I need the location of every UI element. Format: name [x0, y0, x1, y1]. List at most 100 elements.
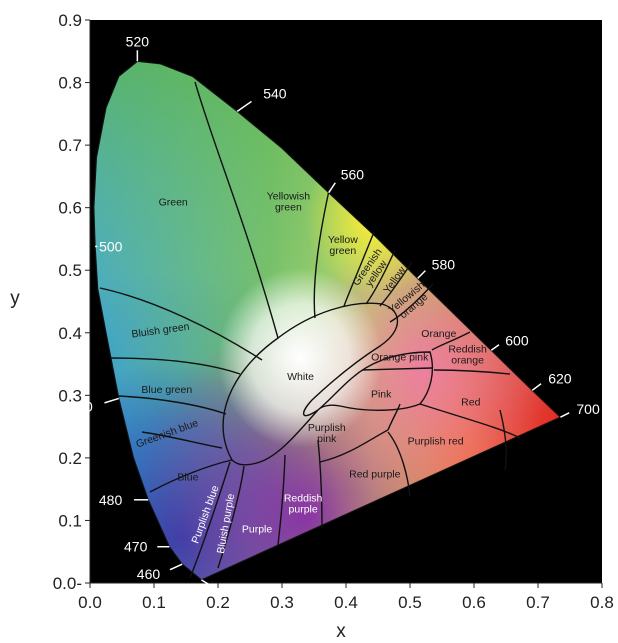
- wavelength-label: 600: [505, 332, 529, 348]
- region-label-red: Red: [461, 397, 480, 409]
- region-label-pink: Pink: [371, 388, 392, 400]
- yellowish-orange-orange-divider: [389, 283, 434, 323]
- x-tick-label: 0.2: [206, 593, 230, 612]
- region-label-blue-green: Blue green: [141, 384, 192, 396]
- region-label-text: Yellowish green: [267, 190, 311, 213]
- wavelength-label: 540: [263, 85, 287, 101]
- x-tick-label: 0.1: [142, 593, 166, 612]
- blue-green-greenish-blue-divider: [117, 395, 227, 415]
- region-label-line: green: [329, 245, 356, 257]
- region-boundaries: [99, 81, 521, 579]
- y-axis-label: y: [10, 288, 20, 309]
- wavelength-tick: [531, 383, 542, 391]
- x-tick-label: 0.5: [398, 593, 422, 612]
- region-label-text: Reddish purple: [284, 493, 323, 516]
- region-label-text: Red purple: [349, 469, 401, 481]
- region-label-text: Orange pink: [371, 352, 429, 364]
- region-label-line: purple: [289, 504, 318, 516]
- region-label-text: Blue green: [141, 384, 192, 396]
- region-label-blue: Blue: [177, 472, 198, 484]
- region-label-text: Yellow green: [328, 234, 358, 257]
- wavelength-tick: [169, 563, 183, 571]
- bluish-purple-purple-divider: [217, 465, 245, 569]
- wavelength-label: 500: [99, 238, 123, 254]
- region-label-line: Purplish: [308, 422, 346, 434]
- orange-pink-divider: [361, 367, 433, 371]
- purplish-pink-red-purple-divider: [319, 429, 389, 463]
- greenish-blue-blue-divider: [141, 431, 223, 449]
- x-tick-label: 0.0: [78, 593, 102, 612]
- region-label-line: Reddish: [448, 344, 487, 356]
- wavelength-tick: [104, 397, 120, 404]
- pink-region-outline: [317, 351, 434, 411]
- y-tick-label: 0.4: [58, 324, 82, 343]
- y-tick-label: 0.1: [58, 511, 82, 530]
- region-label-line: Yellow: [328, 234, 358, 246]
- wavelength-label: 470: [124, 539, 148, 555]
- y-tick-label: 0.8: [58, 74, 82, 93]
- spectral-locus: [93, 60, 562, 581]
- x-tick-label: 0.3: [270, 593, 294, 612]
- region-label-purplish-red: Purplish red: [408, 435, 464, 447]
- purplish-red-red-purple-divider: [387, 431, 411, 497]
- x-axis-label: x: [336, 621, 346, 642]
- bluish-green-lower-divider: [109, 357, 241, 375]
- greenish-yellow-yellow-divider: [365, 249, 396, 305]
- y-tick-label: 0.0-: [53, 574, 82, 593]
- wavelength-tick: [560, 412, 570, 418]
- region-label-orange: Orange: [421, 328, 456, 340]
- purplish-red-red-divider: [499, 409, 507, 471]
- x-tick-label: 0.8: [590, 593, 614, 612]
- reddish-orange-red-divider: [433, 369, 511, 375]
- wavelength-label: 480: [99, 492, 123, 508]
- region-label-red-purple: Red purple: [349, 469, 401, 481]
- region-label-text: Purplish red: [408, 435, 464, 447]
- purple-reddish-purple-divider: [277, 454, 286, 546]
- wavelength-tick: [236, 100, 252, 112]
- y-tick-label: 0.7: [58, 136, 82, 155]
- white-region-outline: [222, 302, 398, 466]
- region-label-line: pink: [317, 433, 337, 445]
- region-label-yellow-green: Yellow green: [328, 234, 358, 257]
- x-tick-label: 0.7: [526, 593, 550, 612]
- wavelength-tick: [490, 344, 500, 351]
- purplish-pink-purplish-red-divider: [387, 403, 401, 431]
- bluish-green-upper-divider: [99, 287, 263, 361]
- y-tick-label: 0.6: [58, 199, 82, 218]
- purplish-blue-bluish-purple-divider: [189, 461, 231, 579]
- wavelength-label: 700: [576, 401, 600, 417]
- region-label-line: green: [275, 201, 302, 213]
- region-label-text: Reddish orange: [448, 344, 487, 367]
- green-yellowish-green-divider: [194, 81, 279, 339]
- yellowish-green-yellow-green-divider: [313, 185, 331, 319]
- wavelength-label: 520: [126, 33, 150, 49]
- region-label-purplish-pink: Purplish pink: [308, 422, 346, 445]
- region-label-text: Pink: [371, 388, 392, 400]
- region-label-orange-pink: Orange pink: [371, 352, 429, 364]
- reddish-purple-red-purple-divider: [317, 439, 323, 529]
- y-tick-label: 0.5: [58, 261, 82, 280]
- region-label-yellowish-green: Yellowish green: [267, 190, 311, 213]
- region-label-text: Red: [461, 397, 480, 409]
- wavelength-label: 460: [137, 566, 161, 582]
- region-label-text: Purple: [242, 524, 273, 536]
- y-tick-label: 0.3: [58, 386, 82, 405]
- region-label-text: Purplish pink: [308, 422, 346, 445]
- wavelength-label: 560: [341, 167, 365, 183]
- y-tick-label: 0.9: [58, 11, 82, 30]
- wavelength-tick: [328, 182, 336, 194]
- y-tick-label: 0.2: [58, 449, 82, 468]
- region-label-green: Green: [159, 196, 188, 208]
- axes: 0.0 0.1 0.2 0.3 0.4 0.5 0.6 0.7 0.8 0.0- 0.1 0.2 0.3…: [53, 11, 614, 612]
- region-label-text: Green: [159, 196, 188, 208]
- region-label-text: Orange: [421, 328, 456, 340]
- blue-purplish-blue-divider: [149, 459, 233, 493]
- wavelength-label: 380: [221, 584, 245, 600]
- wavelength-label: 620: [548, 370, 572, 386]
- region-label-reddish-purple: Reddish purple: [284, 493, 323, 516]
- region-label-line: Yellowish: [267, 190, 311, 202]
- region-label-text: White: [287, 371, 314, 383]
- wavelength-label: 490: [69, 398, 93, 414]
- region-label-reddish-orange: Reddish orange: [448, 344, 487, 367]
